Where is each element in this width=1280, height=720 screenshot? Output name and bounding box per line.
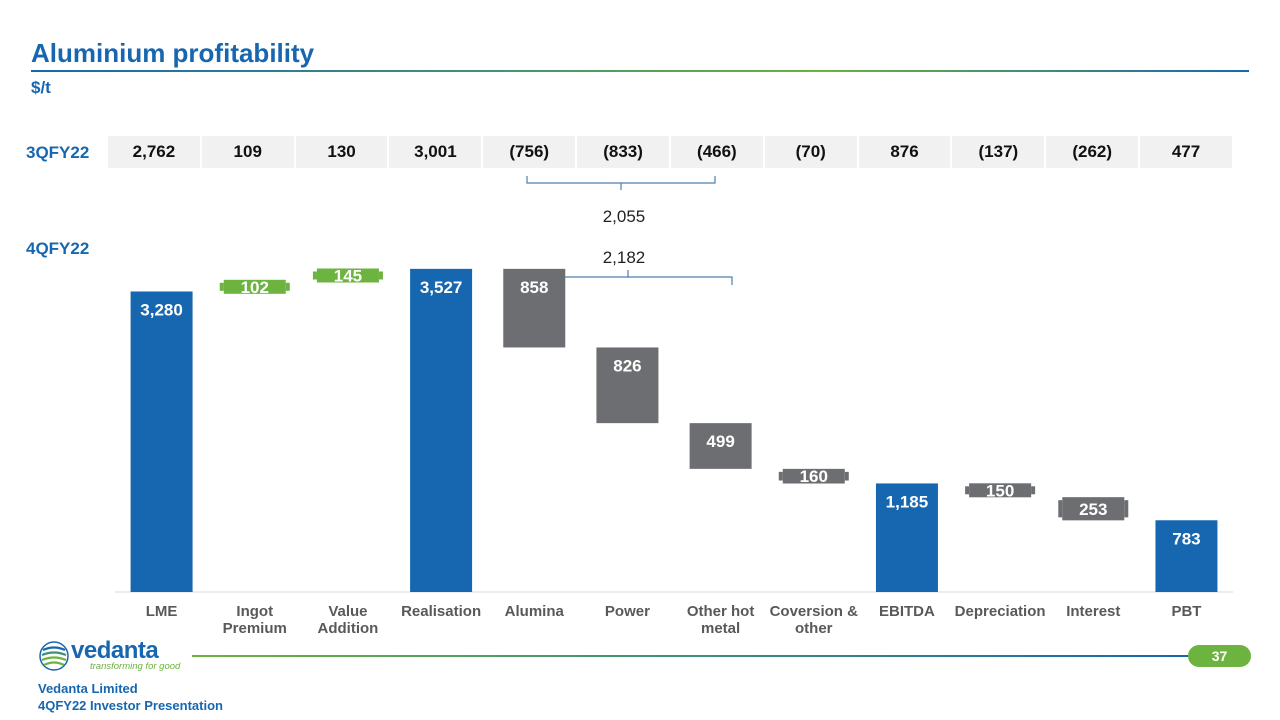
category-label-ingot-premium: Ingot Premium — [223, 603, 287, 637]
category-label-other-hot-metal: Other hot metal — [687, 603, 755, 637]
bar-depreciation-right-tab — [1031, 486, 1036, 495]
q3-value-lme: 2,762 — [108, 136, 200, 168]
bar-ingot-premium — [223, 279, 286, 294]
category-label-ebitda: EBITDA — [879, 603, 935, 620]
previous-quarter-row: 2,762 109 130 3,001 (756) (833) (466) (7… — [108, 136, 1232, 168]
q3-value-conversion-other: (70) — [764, 136, 857, 168]
q3-value-realisation: 3,001 — [389, 136, 482, 168]
logo-tagline: transforming for good — [90, 661, 181, 672]
data-label-other-hot-metal: 499 — [706, 432, 734, 451]
category-label-interest: Interest — [1066, 603, 1120, 620]
category-label-realisation: Realisation — [401, 603, 481, 620]
category-label-power: Power — [605, 603, 650, 620]
category-label-coversion-other: Coversion & other — [770, 603, 859, 637]
category-label-depreciation: Depreciation — [955, 603, 1046, 620]
q3-value-ingot-premium: 109 — [201, 136, 294, 168]
footer-rule — [192, 655, 1192, 657]
bar-coversion-other-left-tab — [778, 471, 783, 481]
bar-value-addition — [316, 268, 379, 283]
bar-pbt — [1155, 520, 1218, 592]
title-underline — [31, 70, 1249, 72]
data-label-pbt: 783 — [1172, 529, 1200, 548]
bar-ingot-premium-right-tab — [285, 282, 290, 291]
bar-alumina — [503, 268, 566, 348]
bar-coversion-other — [782, 468, 845, 484]
bar-ingot-premium-left-tab — [219, 282, 224, 291]
bar-other-hot-metal — [689, 423, 752, 469]
bar-ebitda — [875, 483, 938, 592]
data-label-lme: 3,280 — [140, 300, 183, 319]
page-number: 37 — [1188, 645, 1251, 667]
unit-label: $/t — [31, 78, 51, 97]
bar-realisation — [410, 268, 473, 592]
q3-value-depreciation: (137) — [952, 136, 1045, 168]
bar-value-addition-left-tab — [312, 271, 317, 280]
bar-depreciation — [969, 483, 1032, 498]
data-label-depreciation: 150 — [986, 481, 1014, 500]
bar-power — [596, 347, 659, 424]
presentation-name: 4QFY22 Investor Presentation — [38, 698, 223, 713]
logo-mark-icon — [39, 641, 69, 671]
bar-coversion-other-right-tab — [844, 471, 849, 481]
q3-value-power: (833) — [577, 136, 669, 168]
q3-value-pbt: 477 — [1140, 136, 1232, 168]
bar-interest — [1062, 497, 1125, 521]
brace-total-current: 2,182 — [602, 248, 646, 267]
brace-previous-cost — [526, 176, 716, 190]
vedanta-logo: vedanta transforming for good — [39, 637, 189, 675]
footer-company: Vedanta Limited 4QFY22 Investor Presenta… — [38, 680, 223, 714]
data-label-realisation: 3,527 — [420, 278, 463, 297]
category-label-lme: LME — [146, 603, 178, 620]
period-label-4qfy22: 4QFY22 — [26, 239, 90, 258]
category-label-alumina: Alumina — [505, 603, 565, 620]
bar-value-addition-right-tab — [378, 271, 383, 280]
category-label-value-addition: Value Addition — [318, 603, 379, 637]
data-label-ebitda: 1,185 — [886, 492, 929, 511]
data-label-alumina: 858 — [520, 278, 548, 297]
q3-value-interest: (262) — [1046, 136, 1139, 168]
data-label-value-addition: 145 — [334, 266, 362, 285]
data-label-interest: 253 — [1079, 500, 1107, 519]
brace-total-previous: 2,055 — [602, 207, 646, 226]
q3-value-ebitda: 876 — [858, 136, 951, 168]
q3-value-value-addition: 130 — [295, 136, 388, 168]
company-name: Vedanta Limited — [38, 681, 138, 696]
data-label-ingot-premium: 102 — [241, 278, 269, 297]
bar-interest-left-tab — [1058, 500, 1063, 518]
page-title: Aluminium profitability — [31, 38, 315, 68]
q3-value-alumina: (756) — [483, 136, 576, 168]
bar-depreciation-left-tab — [965, 486, 970, 495]
data-label-coversion-other: 160 — [800, 467, 828, 486]
bar-interest-right-tab — [1124, 500, 1129, 518]
logo-wordmark: vedanta — [71, 637, 159, 664]
data-label-power: 826 — [613, 356, 641, 375]
q3-value-other-hot-metal: (466) — [670, 136, 763, 168]
category-label-pbt: PBT — [1171, 603, 1201, 620]
period-label-3qfy22: 3QFY22 — [26, 143, 90, 162]
bar-lme — [130, 291, 193, 592]
